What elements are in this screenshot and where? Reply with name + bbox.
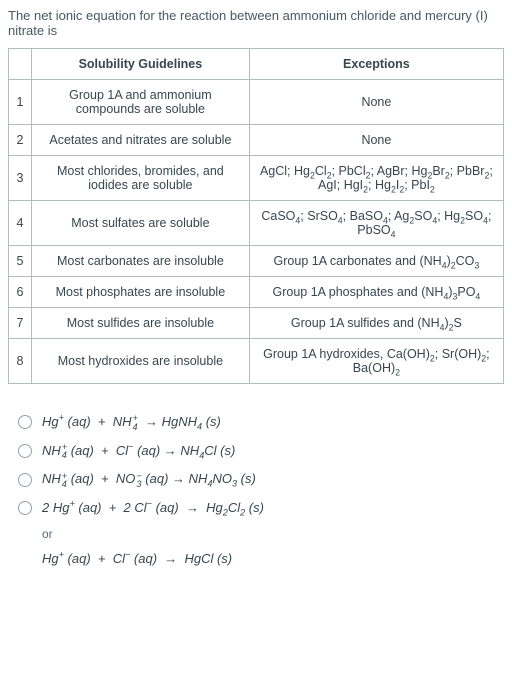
radio-icon[interactable] <box>18 501 32 515</box>
exception-cell: Group 1A phosphates and (NH4)3PO4 <box>249 277 503 308</box>
exception-cell: AgCl; Hg2Cl2; PbCl2; AgBr; Hg2Br2; PbBr2… <box>249 156 503 201</box>
table-row: 2Acetates and nitrates are solubleNone <box>9 125 504 156</box>
answer-option[interactable]: 2 Hg+ (aq) + 2 Cl− (aq) → Hg2Cl2 (s) <box>18 500 504 515</box>
row-number: 6 <box>9 277 32 308</box>
answer-option[interactable]: Hg+ (aq) + NH+4 → HgNH4 (s) <box>18 414 504 431</box>
answer-options: Hg+ (aq) + NH+4 → HgNH4 (s) NH+4 (aq) + C… <box>8 414 504 566</box>
header-blank <box>9 49 32 80</box>
guideline-cell: Most hydroxides are insoluble <box>32 339 250 384</box>
exception-cell: Group 1A carbonates and (NH4)2CO3 <box>249 246 503 277</box>
guideline-cell: Acetates and nitrates are soluble <box>32 125 250 156</box>
table-row: 1Group 1A and ammonium compounds are sol… <box>9 80 504 125</box>
radio-icon[interactable] <box>18 473 32 487</box>
solubility-table: Solubility Guidelines Exceptions 1Group … <box>8 48 504 384</box>
table-row: 4Most sulfates are solubleCaSO4; SrSO4; … <box>9 201 504 246</box>
option-text: Hg+ (aq) + NH+4 → HgNH4 (s) <box>42 414 221 431</box>
exception-cell: CaSO4; SrSO4; BaSO4; Ag2SO4; Hg2SO4;PbSO… <box>249 201 503 246</box>
option-text: NH+4 (aq) + NO−3 (aq) → NH4NO3 (s) <box>42 471 256 488</box>
row-number: 2 <box>9 125 32 156</box>
header-exceptions: Exceptions <box>249 49 503 80</box>
sub-option-text: Hg+ (aq) + Cl− (aq) → HgCl (s) <box>42 551 504 566</box>
exception-cell: None <box>249 80 503 125</box>
guideline-cell: Group 1A and ammonium compounds are solu… <box>32 80 250 125</box>
radio-icon[interactable] <box>18 415 32 429</box>
radio-icon[interactable] <box>18 444 32 458</box>
table-row: 7Most sulfides are insolubleGroup 1A sul… <box>9 308 504 339</box>
row-number: 8 <box>9 339 32 384</box>
option-text: 2 Hg+ (aq) + 2 Cl− (aq) → Hg2Cl2 (s) <box>42 500 264 515</box>
exception-cell: None <box>249 125 503 156</box>
question-prompt: The net ionic equation for the reaction … <box>8 8 504 38</box>
answer-option[interactable]: NH+4 (aq) + NO−3 (aq) → NH4NO3 (s) <box>18 471 504 488</box>
guideline-cell: Most sulfides are insoluble <box>32 308 250 339</box>
guideline-cell: Most chlorides, bromides, and iodides ar… <box>32 156 250 201</box>
table-row: 6Most phosphates are insolubleGroup 1A p… <box>9 277 504 308</box>
exception-cell: Group 1A hydroxides, Ca(OH)2; Sr(OH)2;Ba… <box>249 339 503 384</box>
guideline-cell: Most phosphates are insoluble <box>32 277 250 308</box>
answer-option[interactable]: NH+4 (aq) + Cl− (aq) → NH4Cl (s) <box>18 443 504 460</box>
table-row: 5Most carbonates are insolubleGroup 1A c… <box>9 246 504 277</box>
table-row: 3Most chlorides, bromides, and iodides a… <box>9 156 504 201</box>
row-number: 3 <box>9 156 32 201</box>
exception-cell: Group 1A sulfides and (NH4)2S <box>249 308 503 339</box>
table-row: 8Most hydroxides are insolubleGroup 1A h… <box>9 339 504 384</box>
guideline-cell: Most carbonates are insoluble <box>32 246 250 277</box>
option-text: NH+4 (aq) + Cl− (aq) → NH4Cl (s) <box>42 443 235 460</box>
row-number: 4 <box>9 201 32 246</box>
row-number: 7 <box>9 308 32 339</box>
row-number: 1 <box>9 80 32 125</box>
row-number: 5 <box>9 246 32 277</box>
guideline-cell: Most sulfates are soluble <box>32 201 250 246</box>
or-label: or <box>42 527 504 541</box>
header-guidelines: Solubility Guidelines <box>32 49 250 80</box>
